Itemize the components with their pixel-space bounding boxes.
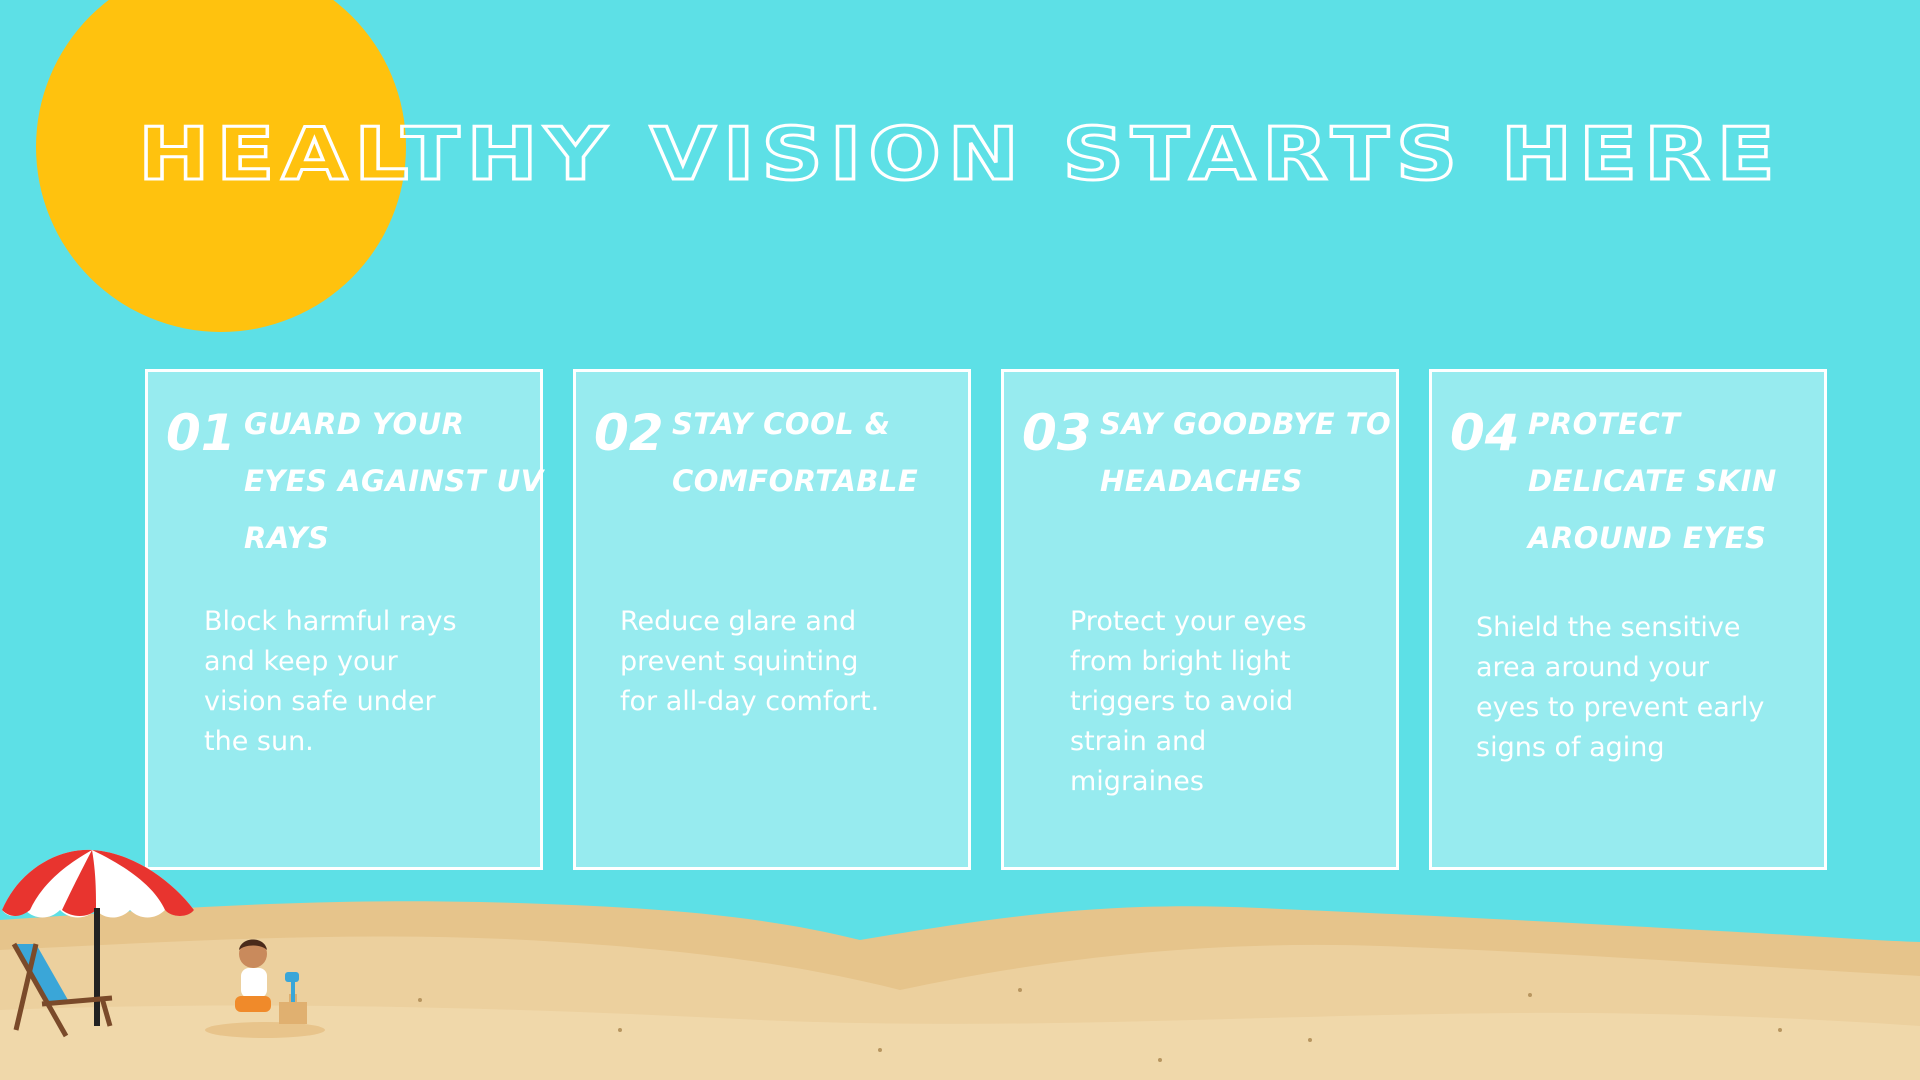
beach-umbrella-icon	[2, 849, 194, 1026]
sun-icon	[36, 0, 406, 332]
sand-dunes	[0, 901, 1920, 1080]
card-heading: Protect delicate skin around eyes	[1528, 407, 1777, 555]
benefit-card-1: 01 Guard your eyes against UV rays Block…	[145, 369, 543, 870]
card-number: 03	[1022, 404, 1092, 462]
benefit-card-2: 02 Stay cool & comfortable Reduce glare …	[573, 369, 971, 870]
card-body: Protect your eyes from bright light trig…	[1070, 606, 1307, 797]
card-number: 02	[594, 404, 664, 462]
card-heading: Say goodbye to headaches	[1100, 407, 1392, 498]
card-heading: Stay cool & comfortable	[672, 407, 919, 498]
benefit-card-4: 04 Protect delicate skin around eyes Shi…	[1429, 369, 1827, 870]
card-heading: Guard your eyes against UV rays	[244, 407, 544, 555]
card-number: 04	[1450, 404, 1520, 462]
card-body: Shield the sensitive area around your ey…	[1476, 612, 1765, 763]
card-number: 01	[166, 404, 236, 462]
card-body: Block harmful rays and keep your vision …	[204, 606, 457, 757]
child-building-sandcastle-icon	[205, 939, 325, 1038]
beach-chair-icon	[11, 942, 113, 1038]
card-body: Reduce glare and prevent squinting for a…	[620, 606, 880, 717]
benefit-card-3: 03 Say goodbye to headaches Protect your…	[1001, 369, 1399, 870]
page-title: HEALTHY VISION STARTS HERE	[136, 112, 1782, 196]
